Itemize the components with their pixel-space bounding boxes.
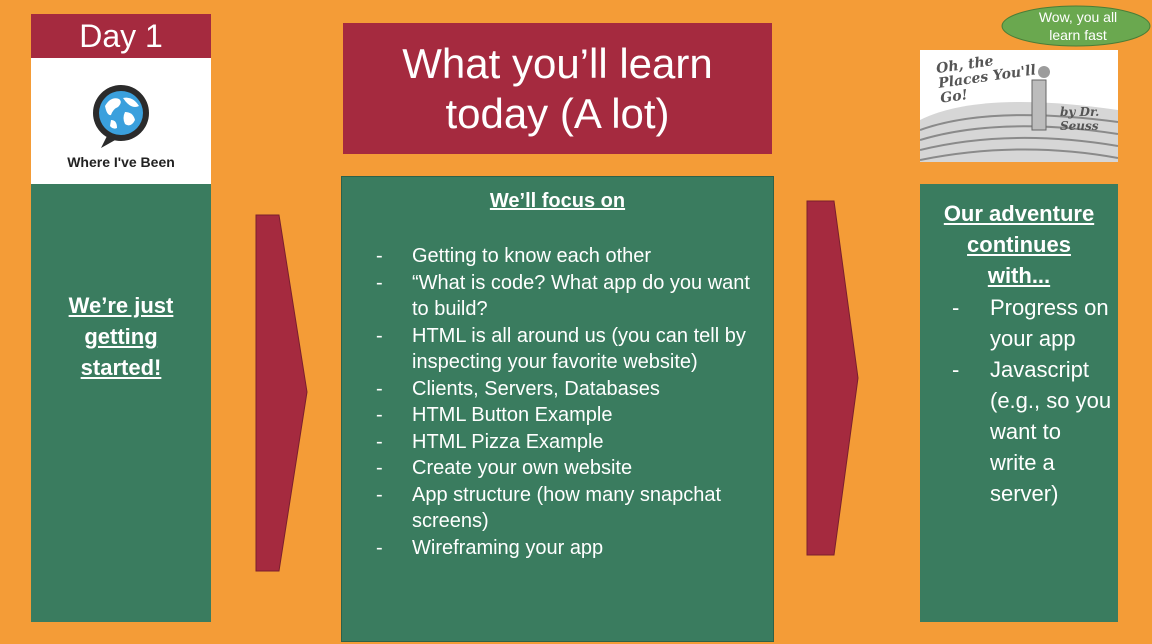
dash-bullet: - <box>376 404 383 426</box>
list-item-text: HTML is all around us (you can tell by i… <box>412 324 746 374</box>
title-line: What you’ll learn <box>402 39 713 87</box>
list-item: - Wireframing your app <box>376 535 766 562</box>
list-item: - Progress on your app <box>952 292 1112 354</box>
dash-bullet: - <box>376 536 383 559</box>
list-item-text: Progress on your app <box>990 295 1109 351</box>
heading-line: with... <box>987 263 1051 288</box>
list-item-text: Getting to know each other <box>412 245 652 267</box>
dash-bullet: - <box>376 271 383 294</box>
list-item: - Getting to know each other <box>376 243 766 270</box>
list-item-text: HTML Pizza Example <box>412 430 604 453</box>
dash-bullet: - <box>376 483 383 506</box>
list-item-text: Create your own website <box>412 457 633 479</box>
chevron-right-arrow-icon <box>806 200 859 556</box>
book-cover-art <box>920 66 1118 162</box>
focus-panel: We’ll focus on - Getting to know each oth… <box>341 176 774 642</box>
intro-panel: We’re just getting started! <box>31 184 211 622</box>
intro-message: We’re just getting started! <box>31 290 211 383</box>
chevron-right-arrow-icon <box>255 214 308 572</box>
speech-bubble <box>1001 5 1151 47</box>
list-item-text: Wireframing your app <box>412 536 604 559</box>
day-label: Day 1 <box>79 17 163 54</box>
adventure-heading: Our adventure continues with... <box>920 198 1118 291</box>
day-header: Day 1 <box>31 14 211 58</box>
list-item: - HTML Button Example <box>376 402 766 429</box>
list-item-text: “What is code? What app do you want to b… <box>412 271 750 321</box>
focus-heading: We’ll focus on <box>489 190 626 212</box>
dash-bullet: - <box>376 245 383 267</box>
heading-line: Our adventure <box>943 201 1095 226</box>
dash-bullet: - <box>376 457 383 479</box>
focus-list: - Getting to know each other - “What is co… <box>376 243 766 561</box>
globe-chat-icon <box>93 85 149 148</box>
list-item-text: HTML Button Example <box>412 404 613 426</box>
list-item-text: Clients, Servers, Databases <box>412 377 660 400</box>
adventure-panel: Our adventure continues with... - Progres… <box>920 184 1118 622</box>
list-item-text: Javascript (e.g., so you want to write a… <box>990 357 1112 506</box>
list-item: - HTML Pizza Example <box>376 429 766 456</box>
dash-bullet: - <box>376 430 383 453</box>
list-item: - Create your own website <box>376 455 766 482</box>
book-author: by Dr. Seuss <box>1060 105 1100 133</box>
where-ive-been-logo: Where I've Been <box>31 58 211 184</box>
list-item: - Javascript (e.g., so you want to write … <box>952 354 1112 509</box>
logo-text: Where I've Been <box>67 154 175 170</box>
intro-line: We’re just <box>68 293 174 318</box>
dash-bullet: - <box>376 377 383 400</box>
heading-line: continues <box>967 232 1071 257</box>
intro-line: getting <box>84 324 158 349</box>
list-item-text: App structure (how many snapchat screens… <box>412 483 722 533</box>
dash-bullet: - <box>376 324 383 347</box>
dash-bullet: - <box>952 357 960 382</box>
list-item: - HTML is all around us (you can tell by … <box>376 323 766 376</box>
list-item: - Clients, Servers, Databases <box>376 376 766 403</box>
title-line: today (A lot) <box>445 89 670 137</box>
list-item: - App structure (how many snapchat screen… <box>376 482 766 535</box>
lesson-title: What you’ll learn today (A lot) <box>343 23 772 154</box>
dash-bullet: - <box>952 295 960 320</box>
adventure-list: - Progress on your app - Javascript (e.g.,… <box>952 292 1112 509</box>
intro-line: started! <box>80 355 162 380</box>
speech-bubble-text: Wow, you all learn fast <box>1038 9 1118 43</box>
book-cover-image: Oh, the Places You'll Go! by Dr. Seuss <box>920 50 1118 162</box>
list-item: - “What is code? What app do you want to … <box>376 270 766 323</box>
